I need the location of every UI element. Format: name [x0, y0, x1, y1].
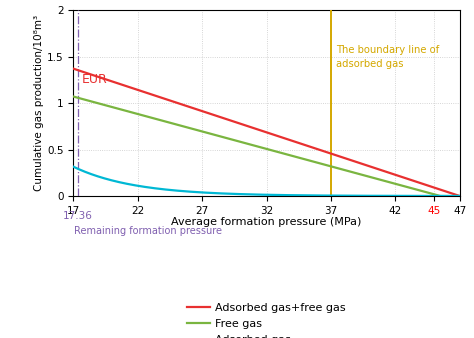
Legend: Adsorbed gas+free gas, Free gas, Adsorbed gas: Adsorbed gas+free gas, Free gas, Adsorbe…	[183, 298, 350, 338]
X-axis label: Average formation pressure (MPa): Average formation pressure (MPa)	[172, 217, 362, 227]
Text: 17.36: 17.36	[63, 211, 93, 221]
Text: Remaining formation pressure: Remaining formation pressure	[74, 226, 222, 236]
Y-axis label: Cumulative gas production/10⁸m³: Cumulative gas production/10⁸m³	[34, 15, 45, 191]
Text: EUR: EUR	[82, 73, 108, 86]
Text: The boundary line of
adsorbed gas: The boundary line of adsorbed gas	[336, 46, 439, 70]
